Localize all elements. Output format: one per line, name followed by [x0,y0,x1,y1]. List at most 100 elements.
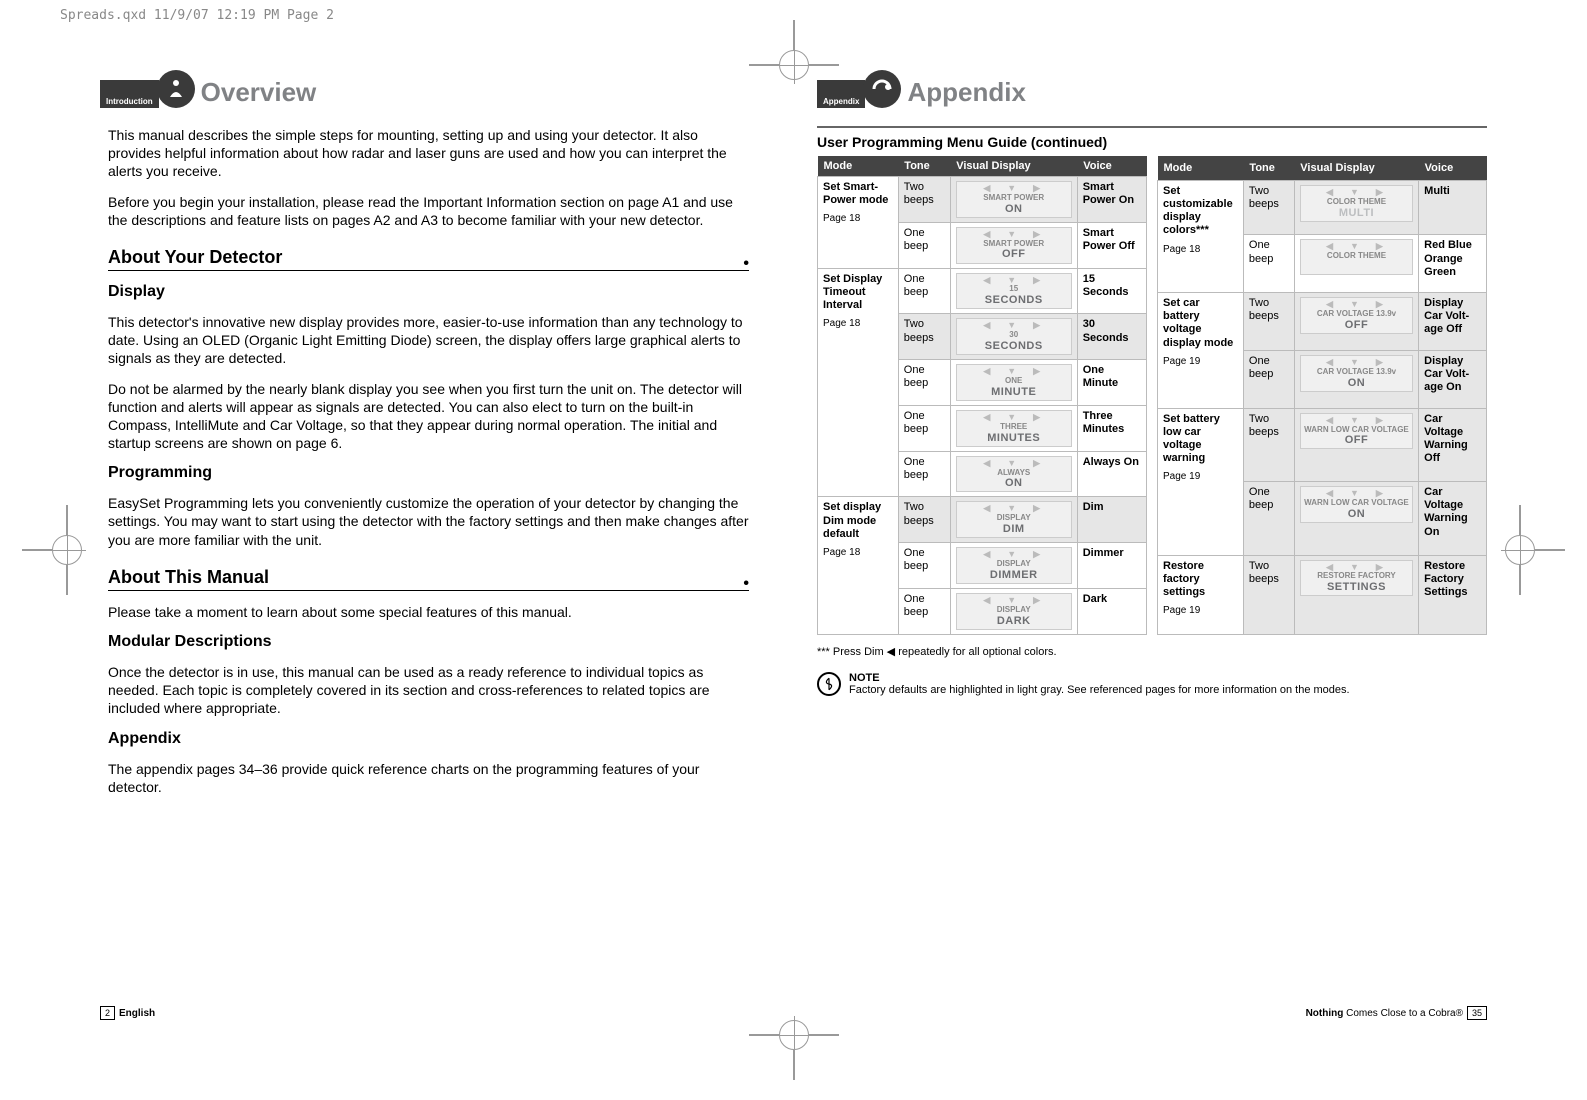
tab-introduction: Introduction [100,80,159,108]
col-header-tone: Tone [898,156,950,177]
tone-cell: One beep [1243,350,1294,408]
crop-mark-bottom [749,1020,839,1080]
tone-cell: One beep [1243,482,1294,555]
col-header-tone: Tone [1243,156,1294,180]
tone-cell: One beep [898,543,950,589]
left-page: Introduction Overview This manual descri… [100,70,757,1020]
heading-modular: Modular Descriptions [108,633,749,651]
crop-mark-right [1505,505,1565,595]
voice-cell: Display Car Volt-age On [1419,350,1487,408]
voice-cell: Dim [1077,497,1146,543]
mode-cell: Set Display Timeout IntervalPage 18 [818,268,899,497]
note-block: NOTE Factory defaults are highlighted in… [817,672,1487,696]
voice-cell: Restore Factory Settings [1419,555,1487,634]
note-text: Factory defaults are highlighted in ligh… [849,684,1350,696]
visual-display-cell: ◀ ▼ ▶COLOR THEME [1294,235,1418,293]
para-manual: Please take a moment to learn about some… [108,603,749,621]
section-title-appendix: Appendix [907,77,1025,108]
visual-display-cell: ◀ ▼ ▶CAR VOLTAGE 13.9vON [1294,350,1418,408]
para-modular: Once the detector is in use, this manual… [108,663,749,718]
para-intro-2: Before you begin your installation, plea… [108,193,749,229]
mode-cell: Set customizable display colors***Page 1… [1158,180,1244,292]
intro-icon [157,70,195,108]
heading-appendix-left: Appendix [108,730,749,748]
footer-text-left: English [119,1008,155,1019]
heading-about-detector: About Your Detector [108,247,749,271]
table-row: Set car battery voltage display modePage… [1158,293,1487,351]
visual-display-cell: ◀ ▼ ▶ONEMINUTE [950,360,1077,406]
visual-display-cell: ◀ ▼ ▶CAR VOLTAGE 13.9vOFF [1294,293,1418,351]
voice-cell: Dark [1077,589,1146,635]
heading-about-manual: About This Manual [108,567,749,591]
footer-left: 2 English [100,1006,155,1020]
voice-cell: Dimmer [1077,543,1146,589]
visual-display-cell: ◀ ▼ ▶SMART POWERON [950,177,1077,223]
mode-cell: Restore factory settingsPage 19 [1158,555,1244,634]
table-row: Set battery low car voltage warningPage … [1158,408,1487,481]
voice-cell: Smart Power Off [1077,222,1146,268]
mode-cell: Set car battery voltage display modePage… [1158,293,1244,409]
tab-appendix: Appendix [817,80,865,108]
table-row: Set customizable display colors***Page 1… [1158,180,1487,234]
tone-cell: One beep [898,589,950,635]
footnote-colors: *** Press Dim ◀ repeatedly for all optio… [817,645,1487,658]
voice-cell: One Minute [1077,360,1146,406]
footer-text-right: Nothing Comes Close to a Cobra® [1306,1008,1463,1019]
visual-display-cell: ◀ ▼ ▶WARN LOW CAR VOLTAGEOFF [1294,408,1418,481]
heading-programming: Programming [108,464,749,482]
mode-cell: Set display Dim mode defaultPage 18 [818,497,899,634]
tone-cell: One beep [898,360,950,406]
visual-display-cell: ◀ ▼ ▶DISPLAYDIMMER [950,543,1077,589]
page-num-right: 35 [1467,1006,1487,1020]
tone-cell: One beep [898,222,950,268]
section-header-appendix: Appendix Appendix [817,70,1487,108]
right-page: Appendix Appendix User Programming Menu … [817,70,1487,1020]
tone-cell: Two beeps [898,314,950,360]
para-display-1: This detector's innovative new display p… [108,313,749,368]
mode-cell: Set Smart-Power modePage 18 [818,177,899,269]
voice-cell: Car Voltage Warning On [1419,482,1487,555]
voice-cell: Red Blue Orange Green [1419,235,1487,293]
col-header-voice: Voice [1419,156,1487,180]
visual-display-cell: ◀ ▼ ▶30SECONDS [950,314,1077,360]
heading-display: Display [108,283,749,301]
col-header-mode: Mode [818,156,899,177]
table-row: Set Display Timeout IntervalPage 18One b… [818,268,1147,314]
tone-cell: Two beeps [1243,408,1294,481]
visual-display-cell: ◀ ▼ ▶THREEMINUTES [950,405,1077,451]
programming-table-1: ModeToneVisual DisplayVoiceSet Smart-Pow… [817,156,1147,635]
voice-cell: Three Minutes [1077,405,1146,451]
tone-cell: One beep [898,405,950,451]
voice-cell: Display Car Volt-age Off [1419,293,1487,351]
col-header-mode: Mode [1158,156,1244,180]
tone-cell: One beep [898,268,950,314]
table-row: Restore factory settingsPage 19Two beeps… [1158,555,1487,634]
voice-cell: 15 Seconds [1077,268,1146,314]
visual-display-cell: ◀ ▼ ▶DISPLAYDIM [950,497,1077,543]
mode-cell: Set battery low car voltage warningPage … [1158,408,1244,555]
footer-right: Nothing Comes Close to a Cobra® 35 [1306,1006,1487,1020]
tone-cell: Two beeps [1243,555,1294,634]
col-header-visual: Visual Display [1294,156,1418,180]
table-row: Set Smart-Power modePage 18Two beeps◀ ▼ … [818,177,1147,223]
tone-cell: Two beeps [1243,293,1294,351]
visual-display-cell: ◀ ▼ ▶RESTORE FACTORYSETTINGS [1294,555,1418,634]
tables-wrap: ModeToneVisual DisplayVoiceSet Smart-Pow… [817,156,1487,635]
programming-table-2: ModeToneVisual DisplayVoiceSet customiza… [1157,156,1487,635]
crop-mark-left [22,505,82,595]
section-title-overview: Overview [201,77,317,108]
visual-display-cell: ◀ ▼ ▶COLOR THEMEMULTI [1294,180,1418,234]
tone-cell: Two beeps [898,177,950,223]
table-row: Set display Dim mode defaultPage 18Two b… [818,497,1147,543]
tone-cell: One beep [1243,235,1294,293]
tone-cell: Two beeps [1243,180,1294,234]
table-title: User Programming Menu Guide (continued) [817,126,1487,150]
note-icon [817,672,841,696]
voice-cell: Multi [1419,180,1487,234]
para-intro-1: This manual describes the simple steps f… [108,126,749,181]
para-appendix: The appendix pages 34–36 provide quick r… [108,760,749,796]
voice-cell: Car Voltage Warning Off [1419,408,1487,481]
section-header-overview: Introduction Overview [100,70,757,108]
col-header-voice: Voice [1077,156,1146,177]
tone-cell: Two beeps [898,497,950,543]
